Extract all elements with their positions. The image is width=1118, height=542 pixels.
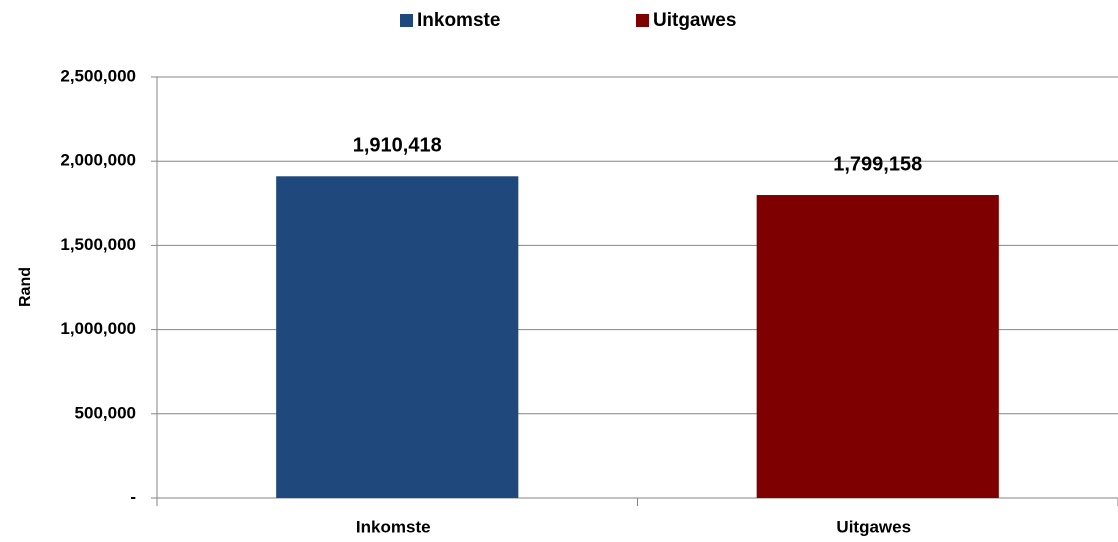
data-label: 1,799,158: [833, 153, 922, 175]
bar: [276, 176, 519, 498]
bar: [756, 195, 999, 498]
data-label: 1,910,418: [353, 135, 442, 157]
y-tick-label: 1,500,000: [60, 235, 136, 254]
y-tick-label: 500,000: [75, 403, 136, 422]
legend-swatch: [636, 14, 649, 27]
x-tick-label: Inkomste: [356, 517, 431, 536]
y-axis-label: Rand: [17, 267, 34, 307]
legend-label: Inkomste: [417, 10, 500, 31]
y-tick-label: 1,000,000: [60, 319, 136, 338]
legend-swatch: [400, 14, 413, 27]
y-tick-label: -: [130, 487, 136, 506]
y-tick-label: 2,500,000: [60, 66, 136, 85]
legend-label: Uitgawes: [653, 10, 736, 31]
y-tick-label: 2,000,000: [60, 151, 136, 170]
x-tick-label: Uitgawes: [836, 517, 911, 536]
